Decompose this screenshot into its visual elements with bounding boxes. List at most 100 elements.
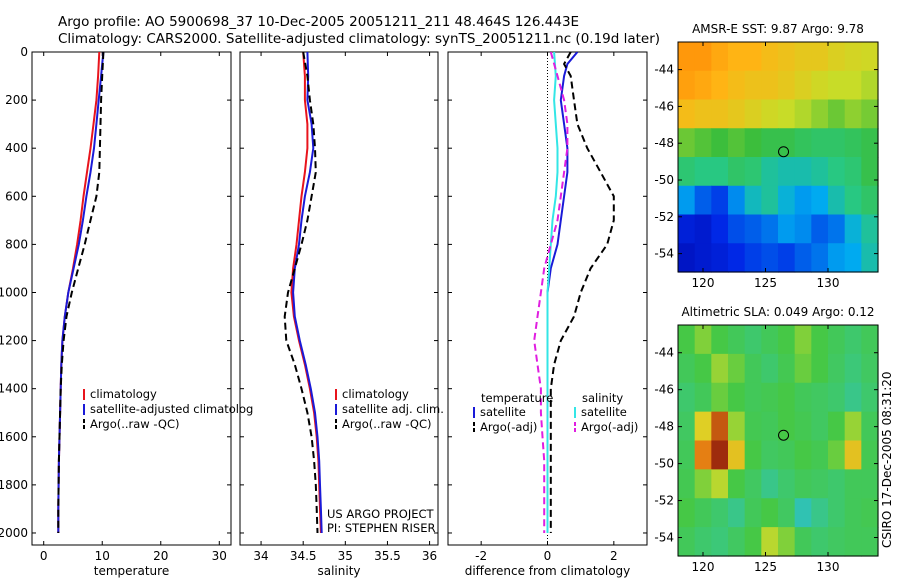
heatmap-cell <box>844 99 862 129</box>
heatmap-cell <box>761 440 779 470</box>
heatmap-cell <box>811 185 829 216</box>
heatmap-cell <box>744 243 762 273</box>
map-y-tick-label: -50 <box>654 457 674 471</box>
map-y-tick-label: -48 <box>654 420 674 434</box>
heatmap-cell <box>778 411 796 442</box>
heatmap-cell <box>728 353 746 384</box>
heatmap-cell <box>828 99 846 129</box>
heatmap-cell <box>778 353 796 384</box>
series-line-temp_argo <box>549 52 615 533</box>
heatmap-cell <box>844 325 862 355</box>
temperature-panel: 0 200 400 600 800 1000 1200 1400 1600 1800 2000 0 10… <box>0 45 253 578</box>
heatmap-cell <box>778 527 796 557</box>
heatmap-cell <box>794 527 812 557</box>
heatmap-cell <box>811 42 829 72</box>
heatmap-cell <box>761 527 779 557</box>
heatmap-cell <box>728 185 746 216</box>
heatmap-cell <box>761 325 779 355</box>
x-tick-label: 35 <box>338 549 353 563</box>
heatmap-cell <box>844 411 862 442</box>
legend-header-salinity: salinity <box>582 391 623 405</box>
heatmap-cell <box>711 527 729 557</box>
argo-location-marker <box>778 146 790 158</box>
map-y-tick-label: -44 <box>654 63 674 77</box>
axes-box <box>31 51 232 546</box>
map-x-tick-label: 120 <box>692 560 715 574</box>
sla-map-panel: Altimetric SLA: 0.049 Argo: 0.12 -44 -46 -4… <box>654 305 879 574</box>
y-tick-label: 400 <box>5 141 28 155</box>
heatmap-cell <box>778 70 796 101</box>
series-line-climatology <box>290 52 322 534</box>
legend-entry: satellite adj. clim. <box>342 402 444 416</box>
heatmap-cell <box>711 353 729 384</box>
series-line-satellite <box>57 52 105 533</box>
x-tick-label: 0 <box>40 549 48 563</box>
heatmap-cell <box>761 70 779 101</box>
heatmap-cell <box>861 440 879 470</box>
heatmap-cell <box>828 527 846 557</box>
heatmap-cell <box>728 214 746 244</box>
heatmap-cell <box>711 440 729 470</box>
heatmap-cell <box>828 325 846 355</box>
heatmap-cell <box>744 325 762 355</box>
heatmap-cell <box>778 99 796 129</box>
legend-entry: satellite <box>480 405 526 419</box>
legend-header-temperature: temperature <box>481 391 553 405</box>
heatmap-cell <box>794 325 812 355</box>
heatmap-cell <box>728 70 746 101</box>
x-axis-label: temperature <box>94 564 169 578</box>
heatmap-cell <box>761 157 779 187</box>
heatmap-cell <box>728 42 746 72</box>
map-x-tick-label: 130 <box>817 560 840 574</box>
heatmap-cell <box>861 527 879 557</box>
heatmap-cell <box>811 325 829 355</box>
heatmap-cell <box>844 185 862 216</box>
heatmap-cell <box>861 214 879 244</box>
y-tick-label: 2000 <box>0 526 28 540</box>
heatmap-cell <box>728 469 746 499</box>
heatmap-cell <box>711 185 729 216</box>
heatmap-cell <box>861 382 879 413</box>
heatmap-cell <box>728 157 746 187</box>
heatmap-cells <box>678 325 879 557</box>
map-x-tick-label: 125 <box>754 560 777 574</box>
heatmap-cell <box>861 70 879 101</box>
heatmap-cell <box>728 128 746 158</box>
map-x-tick-label: 130 <box>817 276 840 290</box>
heatmap-cell <box>811 498 829 528</box>
heatmap-cell <box>811 469 829 499</box>
heatmap-cell <box>828 157 846 187</box>
x-tick-label: 10 <box>95 549 110 563</box>
heatmap-cell <box>828 185 846 216</box>
heatmap-cell <box>728 243 746 273</box>
heatmap-cell <box>678 411 696 442</box>
heatmap-cell <box>844 157 862 187</box>
y-tick-label: 1600 <box>0 430 28 444</box>
map-y-tick-label: -46 <box>654 99 674 113</box>
series-line-temp_satellite <box>546 52 579 533</box>
heatmap-cell <box>794 469 812 499</box>
heatmap-cell <box>694 128 712 158</box>
x-tick-label: 2 <box>610 549 618 563</box>
heatmap-cells <box>678 42 879 273</box>
heatmap-cell <box>694 42 712 72</box>
y-tick-label: 1400 <box>0 382 28 396</box>
figure-title-line1: Argo profile: AO 5900698_37 10-Dec-2005 … <box>58 14 579 30</box>
heatmap-cell <box>828 411 846 442</box>
x-tick-label: 30 <box>212 549 227 563</box>
heatmap-cell <box>694 469 712 499</box>
heatmap-cell <box>678 325 696 355</box>
heatmap-cell <box>744 42 762 72</box>
heatmap-cell <box>728 440 746 470</box>
heatmap-cell <box>794 42 812 72</box>
heatmap-cell <box>828 382 846 413</box>
heatmap-cell <box>794 411 812 442</box>
heatmap-cell <box>744 411 762 442</box>
y-tick-label: 800 <box>5 237 28 251</box>
heatmap-cell <box>744 157 762 187</box>
heatmap-cell <box>811 382 829 413</box>
heatmap-cell <box>828 128 846 158</box>
heatmap-cell <box>678 440 696 470</box>
heatmap-cell <box>778 157 796 187</box>
